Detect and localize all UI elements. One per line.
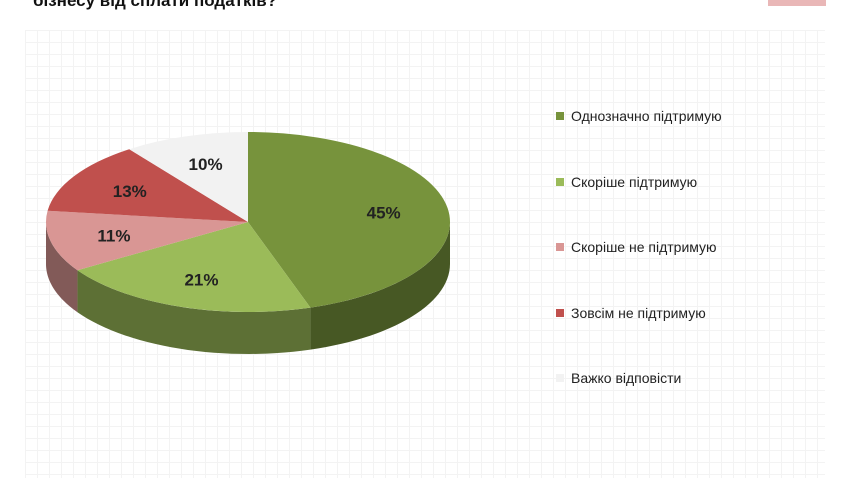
legend-swatch [556,374,564,382]
legend-label: Скоріше не підтримую [571,239,717,255]
chart-title: бізнесу від сплати податків? [33,0,278,10]
data-label-3: 13% [113,182,147,201]
pie-slice-0 [248,132,451,308]
logo [768,0,826,6]
legend-item: Важко відповісти [556,370,681,386]
pie-side-2 [46,222,78,313]
legend-swatch [556,308,564,317]
pie-slice-1 [77,222,311,312]
pie-slice-2 [46,210,249,271]
legend-swatch [556,112,564,120]
data-label-2: 11% [97,226,130,245]
legend-label: Скоріше підтримую [571,173,698,190]
legend-item: Скоріше не підтримую [556,239,717,255]
legend-label: Зовсім не підтримую [571,304,706,321]
data-label-1: 21% [184,271,218,290]
legend-label: Однозначно підтримую [571,108,722,124]
legend-label: Важко відповісти [571,370,682,386]
pie-slice-3 [47,149,248,222]
pie-side-0 [310,222,450,350]
pie-side-1 [77,270,311,354]
pie-slice-4 [129,132,248,222]
legend-swatch [556,177,564,186]
legend-item: Скоріше підтримую [556,174,697,190]
data-label-0: 45% [367,203,401,222]
legend-item: Однозначно підтримую [556,108,722,124]
data-label-4: 10% [189,155,223,174]
legend-swatch [556,243,564,251]
legend-item: Зовсім не підтримую [556,305,706,321]
